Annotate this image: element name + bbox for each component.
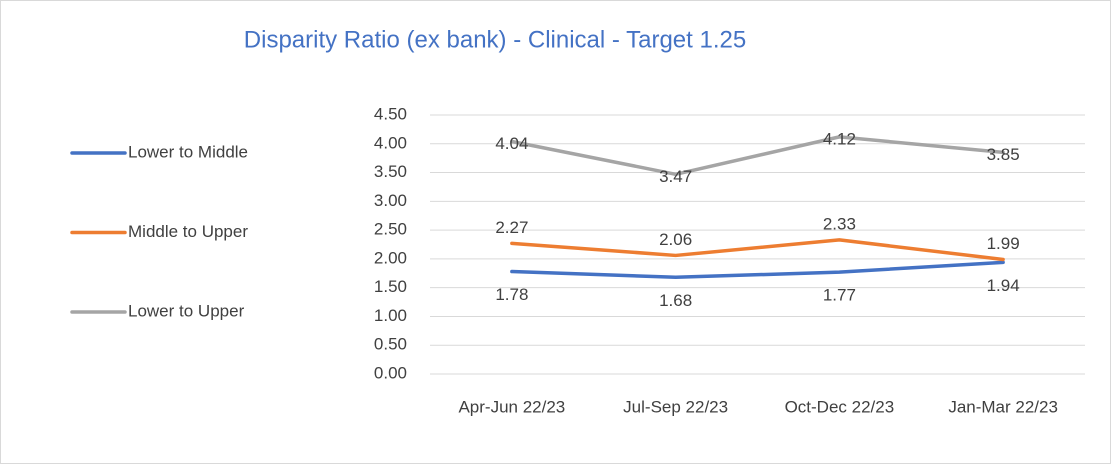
x-tick-label: Jul-Sep 22/23	[623, 397, 728, 416]
y-tick-label: 3.50	[374, 162, 407, 181]
chart-title: Disparity Ratio (ex bank) - Clinical - T…	[244, 26, 746, 53]
data-label: 1.77	[823, 286, 856, 305]
series-line	[510, 238, 1005, 262]
series-line	[510, 260, 1005, 280]
data-label: 4.04	[495, 134, 528, 153]
data-label: 1.99	[987, 234, 1020, 253]
data-label: 2.27	[495, 218, 528, 237]
y-tick-label: 0.00	[374, 363, 407, 382]
y-tick-label: 1.50	[374, 277, 407, 296]
data-label: 2.06	[659, 230, 692, 249]
data-label: 1.78	[495, 285, 528, 304]
data-label: 2.33	[823, 214, 856, 233]
y-tick-label: 2.50	[374, 220, 407, 239]
legend-label: Lower to Upper	[128, 301, 245, 320]
y-tick-label: 4.00	[374, 133, 407, 152]
series-line	[510, 135, 1005, 177]
y-tick-label: 1.00	[374, 306, 407, 325]
data-label: 3.85	[987, 145, 1020, 164]
y-tick-label: 3.00	[374, 191, 407, 210]
data-label: 1.94	[987, 276, 1020, 295]
data-label: 3.47	[659, 167, 692, 186]
legend-label: Lower to Middle	[128, 142, 248, 161]
y-tick-label: 4.50	[374, 104, 407, 123]
x-tick-label: Apr-Jun 22/23	[458, 397, 565, 416]
y-tick-label: 0.50	[374, 335, 407, 354]
x-tick-label: Jan-Mar 22/23	[948, 397, 1058, 416]
legend-label: Middle to Upper	[128, 222, 248, 241]
data-label: 1.68	[659, 291, 692, 310]
x-tick-label: Oct-Dec 22/23	[785, 397, 895, 416]
data-label: 4.12	[823, 129, 856, 148]
y-tick-label: 2.00	[374, 248, 407, 267]
